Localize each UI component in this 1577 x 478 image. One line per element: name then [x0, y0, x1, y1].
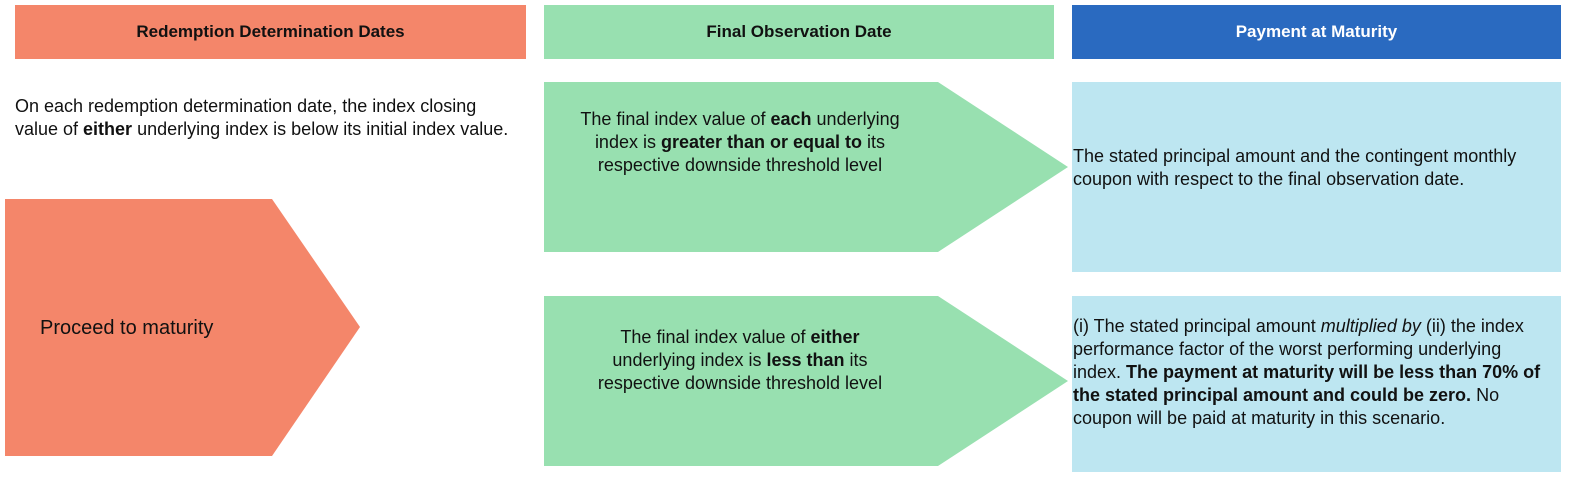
redemption-condition-text: On each redemption determination date, t…	[15, 96, 509, 139]
proceed-arrow-shape	[5, 199, 360, 456]
scenario-1-condition-text: The final index value of each underlying…	[580, 109, 900, 175]
scenario-2-arrow-shape	[544, 296, 1068, 466]
header-final-observation: Final Observation Date	[544, 5, 1054, 59]
payment-scenario-2-text: (i) The stated principal amount multipli…	[1073, 316, 1541, 428]
header-payment-at-maturity: Payment at Maturity	[1072, 5, 1561, 59]
scenario-1-arrow-shape	[544, 82, 1068, 252]
header-redemption-dates: Redemption Determination Dates	[15, 5, 526, 59]
payment-scenario-1-text: The stated principal amount and the cont…	[1073, 146, 1517, 189]
scenario-2-condition-text: The final index value of either underlyi…	[597, 327, 883, 393]
proceed-to-maturity-label: Proceed to maturity	[40, 317, 214, 339]
payment-box-1	[1072, 82, 1561, 272]
payment-box-2	[1072, 296, 1561, 472]
